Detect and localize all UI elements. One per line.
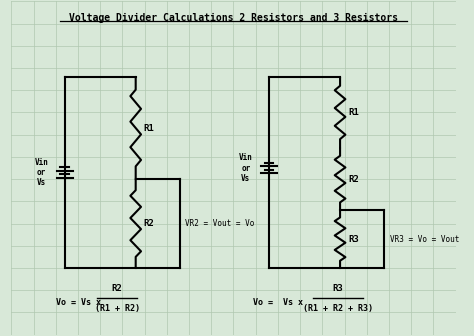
Text: R3: R3 <box>332 284 343 293</box>
Text: VR2 = Vout = Vo: VR2 = Vout = Vo <box>185 219 255 228</box>
Text: Vo =  Vs x: Vo = Vs x <box>254 298 303 307</box>
Text: R1: R1 <box>144 124 155 132</box>
Text: VR3 = Vo = Vout: VR3 = Vo = Vout <box>390 235 459 244</box>
Text: Vo = Vs x: Vo = Vs x <box>56 298 100 307</box>
Text: (R1 + R2 + R3): (R1 + R2 + R3) <box>303 303 373 312</box>
Text: R3: R3 <box>348 235 359 244</box>
Text: (R1 + R2): (R1 + R2) <box>94 303 139 312</box>
Text: Vin
or
Vs: Vin or Vs <box>239 153 253 183</box>
Text: R2: R2 <box>144 219 155 228</box>
Text: R2: R2 <box>112 284 122 293</box>
Text: Vin
or
Vs: Vin or Vs <box>35 158 48 187</box>
Text: R2: R2 <box>348 175 359 183</box>
Text: Voltage Divider Calculations 2 Resistors and 3 Resistors: Voltage Divider Calculations 2 Resistors… <box>69 12 398 23</box>
Text: R1: R1 <box>348 108 359 117</box>
